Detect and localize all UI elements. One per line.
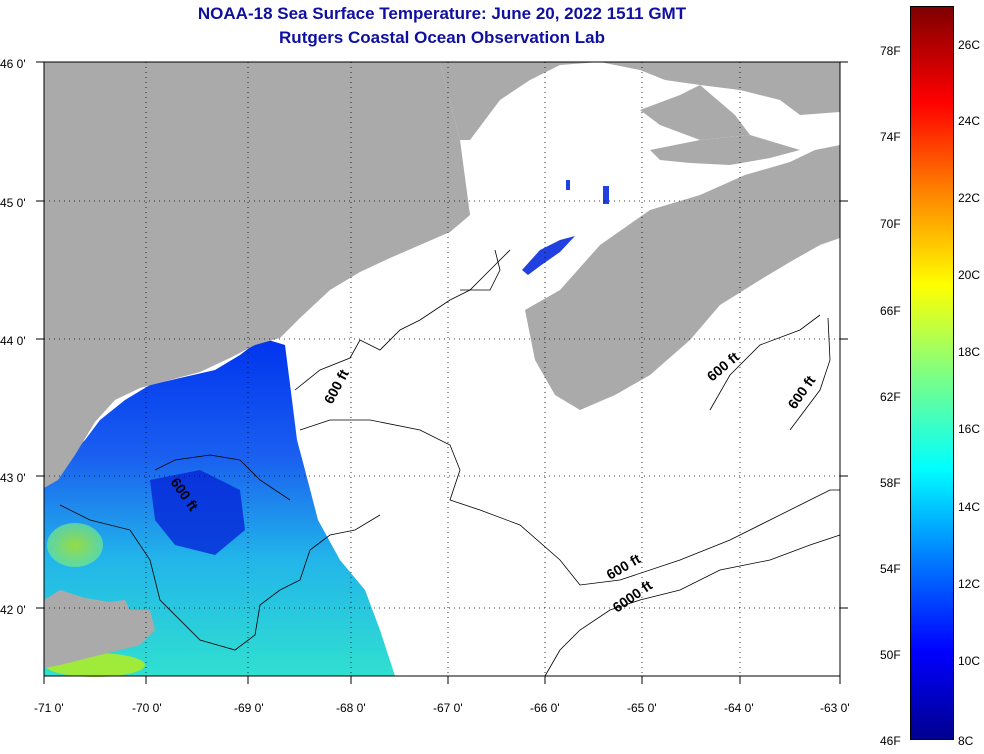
land-bay-of-fundy-north [640, 85, 750, 140]
sst-warm-patch-west [47, 523, 103, 567]
colorbar-c-10: 10C [958, 654, 981, 668]
colorbar-c-12: 12C [958, 577, 981, 591]
colorbar-f-50: 50F [880, 648, 901, 662]
lon-label-68: -68 0' [336, 701, 366, 715]
lat-label-45: 45 0' [0, 196, 26, 210]
land-cape-cod [44, 590, 155, 668]
lat-label-42: 42 0' [0, 603, 26, 617]
map-subtitle: Rutgers Coastal Ocean Observation Lab [279, 28, 605, 47]
colorbar-c-22: 22C [958, 191, 981, 205]
land-new-england [44, 62, 470, 488]
colorbar-f-78: 78F [880, 44, 901, 58]
tick-marks [36, 61, 848, 684]
temperature-colorbar [910, 6, 954, 740]
colorbar-f-70: 70F [880, 217, 901, 231]
colorbar-f-74: 74F [880, 130, 901, 144]
sst-fundy-spot [603, 186, 609, 204]
sst-fundy-patch [522, 236, 575, 275]
colorbar-c-18: 18C [958, 345, 981, 359]
colorbar-f-62: 62F [880, 390, 901, 404]
lon-label-70: -70 0' [132, 701, 162, 715]
colorbar-f-46: 46F [880, 734, 901, 748]
colorbar-f-54: 54F [880, 562, 901, 576]
colorbar-c-20: 20C [958, 268, 981, 282]
land-pei-peninsula [650, 135, 800, 165]
colorbar-c-16: 16C [958, 422, 981, 436]
lon-label-69: -69 0' [234, 701, 264, 715]
map-frame [43, 61, 841, 677]
lon-label-67: -67 0' [433, 701, 463, 715]
lon-label-66: -66 0' [530, 701, 560, 715]
sst-deep-blue-patch [150, 470, 245, 555]
lat-label-43: 43 0' [0, 471, 26, 485]
lat-label-46: 46 0' [0, 57, 26, 71]
colorbar-f-66: 66F [880, 304, 901, 318]
colorbar-c-8: 8C [958, 734, 974, 748]
colorbar-c-14: 14C [958, 500, 981, 514]
colorbar-c-26: 26C [958, 38, 981, 52]
sst-fundy-spot-2 [566, 180, 570, 190]
lon-label-71: -71 0' [34, 701, 64, 715]
colorbar-c-24: 24C [958, 114, 981, 128]
land-nova-scotia [525, 145, 840, 410]
map-title: NOAA-18 Sea Surface Temperature: June 20… [197, 4, 687, 23]
lat-label-44: 44 0' [0, 334, 26, 348]
colorbar-f-58: 58F [880, 476, 901, 490]
lon-label-65: -65 0' [627, 701, 657, 715]
lon-label-63: -63 0' [820, 701, 850, 715]
lon-label-64: -64 0' [724, 701, 754, 715]
land-new-brunswick [440, 62, 840, 140]
